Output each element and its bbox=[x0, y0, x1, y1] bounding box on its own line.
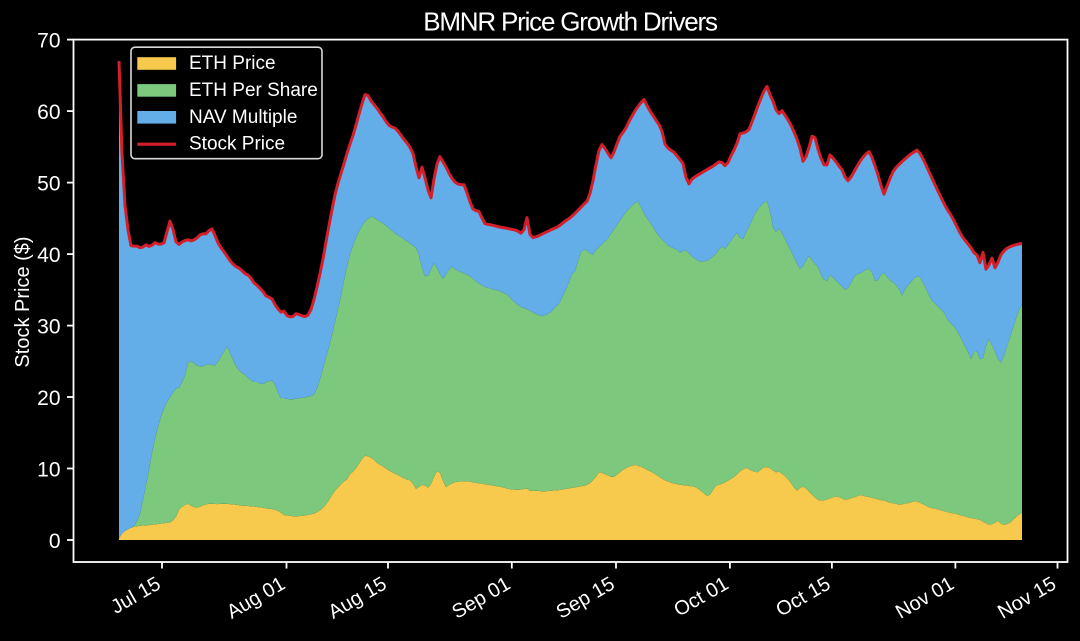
svg-text:20: 20 bbox=[37, 387, 60, 410]
svg-text:60: 60 bbox=[37, 101, 60, 124]
svg-text:70: 70 bbox=[37, 30, 60, 53]
svg-text:ETH Price: ETH Price bbox=[189, 53, 276, 74]
svg-text:Stock Price: Stock Price bbox=[189, 134, 285, 155]
svg-text:10: 10 bbox=[37, 458, 60, 481]
svg-text:40: 40 bbox=[37, 244, 60, 267]
svg-text:NAV Multiple: NAV Multiple bbox=[189, 107, 297, 128]
svg-text:BMNR Price Growth Drivers: BMNR Price Growth Drivers bbox=[423, 7, 718, 37]
svg-text:50: 50 bbox=[37, 173, 60, 196]
svg-text:0: 0 bbox=[49, 530, 61, 553]
svg-text:ETH Per Share: ETH Per Share bbox=[189, 80, 318, 101]
svg-text:30: 30 bbox=[37, 316, 60, 339]
svg-text:Stock Price ($): Stock Price ($) bbox=[12, 236, 34, 367]
